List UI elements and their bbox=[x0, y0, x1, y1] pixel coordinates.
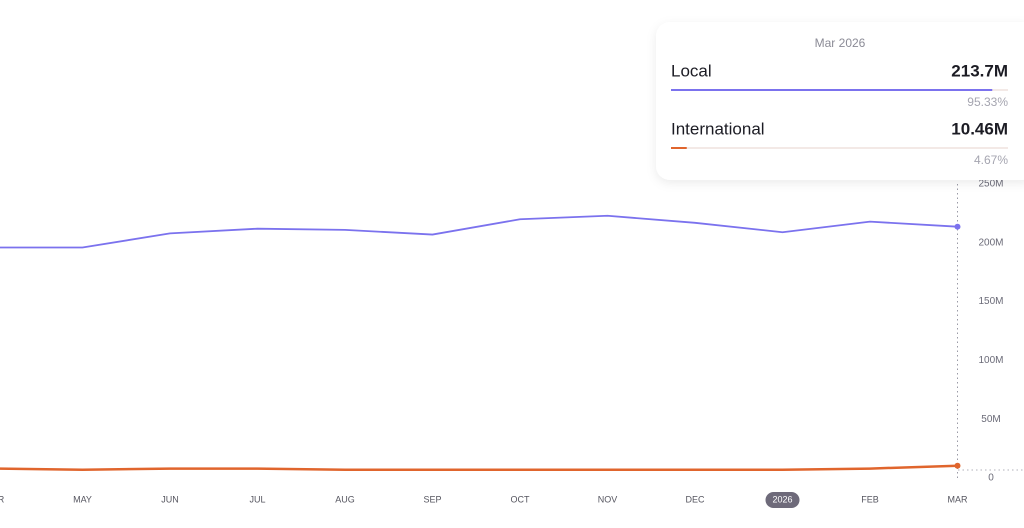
x-tick-label: OCT bbox=[511, 494, 531, 504]
x-tick-label: DEC bbox=[685, 494, 705, 504]
y-tick-label: 200M bbox=[978, 237, 1003, 248]
tooltip-title: Mar 2026 bbox=[815, 36, 866, 50]
plot: 0 50M 100M 150M 200M 250M APR MAY JUN JUL AUG SEP OC… bbox=[0, 179, 1024, 508]
y-tick-label: 250M bbox=[978, 179, 1003, 190]
x-tick-label: NOV bbox=[598, 494, 618, 504]
x-tick-label: MAR bbox=[948, 494, 969, 504]
point bbox=[954, 462, 961, 469]
year-pill bbox=[765, 492, 800, 508]
share-label: 4.67% bbox=[974, 153, 1008, 167]
x-tick-label: SEP bbox=[423, 494, 441, 504]
share-label: 95.33% bbox=[967, 95, 1008, 109]
point bbox=[954, 223, 961, 230]
tooltip-value: 10.46M bbox=[951, 119, 1008, 138]
y-tick-label: 0 bbox=[988, 473, 994, 484]
x-tick-label: JUL bbox=[249, 494, 265, 504]
tooltip: Mar 2026 Local 213.7M 95.33% International 10… bbox=[656, 22, 1024, 180]
x-tick-label: 2026 bbox=[772, 494, 792, 504]
x-tick-label: MAY bbox=[73, 494, 92, 504]
y-tick-label: 100M bbox=[978, 355, 1003, 366]
x-tick-label: AUG bbox=[335, 494, 355, 504]
x-tick-label: FEB bbox=[861, 494, 879, 504]
x-tick-label: JUN bbox=[161, 494, 179, 504]
tooltip-name: Local bbox=[671, 61, 712, 80]
tooltip-name: International bbox=[671, 119, 765, 138]
share-track bbox=[671, 147, 1008, 149]
share-bar bbox=[671, 147, 687, 149]
y-tick-label: 50M bbox=[981, 414, 1000, 425]
line bbox=[0, 214, 958, 249]
tooltip-box bbox=[656, 22, 1024, 180]
line bbox=[0, 464, 958, 472]
tooltip-value: 213.7M bbox=[951, 61, 1008, 80]
x-tick-label: APR bbox=[0, 494, 5, 504]
y-tick-label: 150M bbox=[978, 296, 1003, 307]
share-bar bbox=[671, 89, 993, 91]
